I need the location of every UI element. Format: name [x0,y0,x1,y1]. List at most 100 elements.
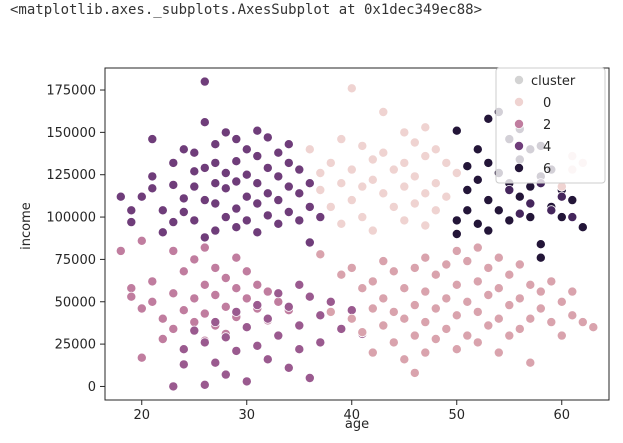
data-point [567,310,578,321]
data-point [252,300,263,311]
data-point [294,279,305,290]
data-point [262,188,273,199]
x-tick-label: 20 [133,408,150,423]
data-point [430,303,441,314]
axes-frame [104,67,610,401]
data-point [472,174,483,185]
data-point [199,279,210,290]
data-point [252,151,263,162]
legend-entry-label: 6 [543,162,551,177]
data-point [535,252,546,263]
data-point [388,266,399,277]
data-point [126,205,137,216]
data-point [157,205,168,216]
data-point [420,286,431,297]
data-point [420,347,431,358]
data-point [357,181,368,192]
data-point [483,320,494,331]
data-point [420,151,431,162]
data-point [178,206,189,217]
data-point [399,181,410,192]
y-tick-label: 25000 [55,338,96,353]
data-point [346,313,357,324]
data-point [304,178,315,189]
data-point [514,208,525,219]
x-tick-label: 30 [238,408,255,423]
data-point [304,144,315,155]
data-point [220,183,231,194]
data-point [357,140,368,151]
legend-entry-marker [514,140,525,151]
data-point [231,306,242,317]
data-point [115,245,126,256]
data-point [252,279,263,290]
data-point [378,147,389,158]
y-ticks: 0 25000 50000 75000 100000 125000 150000 175000 [46,84,105,395]
data-point [304,372,315,383]
data-point [252,125,263,136]
data-point [525,313,536,324]
data-point [399,354,410,365]
data-point [546,276,557,287]
data-point [220,272,231,283]
data-point [262,132,273,143]
data-point [136,235,147,246]
data-point [514,191,525,202]
data-point [525,212,536,223]
data-point [231,252,242,263]
data-point [294,215,305,226]
data-point [483,157,494,168]
data-point [315,184,326,195]
data-point [588,322,599,333]
x-tick-label: 50 [448,408,465,423]
data-point [346,164,357,175]
data-point [283,362,294,373]
data-point [546,205,557,216]
data-point [252,178,263,189]
data-point [556,330,567,341]
data-point [315,249,326,260]
data-point [493,283,504,294]
y-tick-label: 100000 [46,211,96,226]
data-point [409,300,420,311]
data-point [504,215,515,226]
data-point [451,344,462,355]
data-point [126,283,137,294]
data-point [504,269,515,280]
data-point [451,310,462,321]
data-point [273,195,284,206]
data-point [430,178,441,189]
data-point [462,161,473,172]
data-point [535,286,546,297]
data-point [157,313,168,324]
data-point [336,178,347,189]
data-point [441,323,452,334]
data-point [294,344,305,355]
data-point [567,195,578,206]
data-point [210,262,221,273]
data-point [525,357,536,368]
data-point [430,205,441,216]
legend-entry-marker [514,97,525,108]
data-point [273,330,284,341]
data-point [388,164,399,175]
data-point [136,191,147,202]
data-point [357,212,368,223]
data-point [577,222,588,233]
data-point [336,218,347,229]
data-point [357,327,368,338]
data-point [294,320,305,331]
data-point [178,359,189,370]
data-point [241,376,252,387]
data-point [220,167,231,178]
data-point [367,347,378,358]
data-point [283,301,294,312]
data-point [241,293,252,304]
data-point [325,157,336,168]
data-point [262,354,273,365]
data-point [168,217,179,228]
data-point [567,286,578,297]
data-point [126,291,137,302]
data-point [378,293,389,304]
